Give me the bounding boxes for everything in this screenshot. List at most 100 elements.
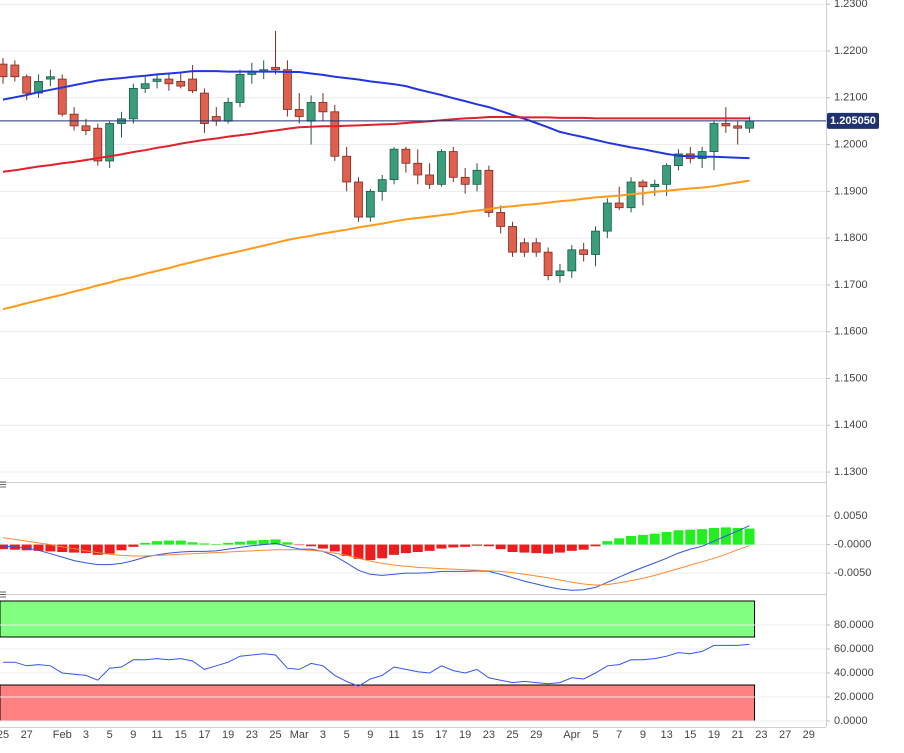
histogram-bar [163,540,174,545]
histogram-bar [329,544,340,552]
x-tick-label: 15 [175,729,187,741]
line-series [3,643,750,687]
x-tick-label: 13 [660,729,672,741]
histogram-bar [389,544,400,555]
x-tick-label: 25 [506,729,518,741]
candle-body [223,102,233,122]
histogram-bar [270,539,281,545]
histogram-bar [637,534,648,545]
histogram-bar [400,544,411,554]
candle-body [188,78,198,92]
histogram-bar [614,538,625,545]
candle-body [448,151,458,178]
candle-body [602,202,612,232]
x-tick-label: 9 [130,729,136,741]
drag-handle[interactable] [0,591,6,598]
candle-body [437,151,446,185]
candle-body [567,249,577,272]
x-tick-label: 7 [616,729,622,741]
candle-body [496,211,506,227]
histogram-bar [649,533,660,545]
histogram-bar [0,544,8,550]
candle-body [591,230,600,255]
histogram-bar [140,542,151,545]
candle-body [330,111,340,157]
x-tick-label: 25 [269,729,281,741]
histogram-bar [543,544,554,554]
oversold-band [0,684,756,722]
x-tick-label: Mar [290,729,309,741]
histogram-bar [744,528,755,545]
histogram-bar [495,544,506,550]
y-tick-label: 80.0000 [834,619,874,631]
candle-body [318,102,328,113]
y-tick-label: 1.1700 [834,279,868,291]
candle-body [235,73,245,103]
histogram-bar [531,544,542,554]
histogram-bar [57,544,68,552]
histogram-bar [235,541,245,545]
histogram-bar [282,542,293,545]
candle-body [413,162,423,176]
histogram-bar [377,544,388,559]
histogram-bar [566,544,577,551]
x-tick-label: 5 [592,729,598,741]
histogram-bar [175,540,186,545]
candle-body [733,125,743,129]
histogram-bar [697,529,708,545]
x-tick-label: 29 [803,729,815,741]
candle-body [401,148,411,164]
candle-body [342,155,352,183]
candle-body [271,66,280,71]
histogram-bar [673,530,684,545]
histogram-bar [294,544,305,546]
candle-body [0,63,8,78]
x-tick-label: 19 [222,729,234,741]
candle-body [164,78,174,85]
histogram-bar [507,544,518,552]
histogram-bar [128,544,139,547]
x-tick-label: 23 [246,729,258,741]
candle-body [365,190,375,218]
histogram-bar [258,540,269,545]
x-tick-label: 25 [0,729,9,741]
candle-body [460,176,470,185]
histogram-bar [472,544,482,546]
candle-body [555,270,565,276]
y-tick-label: 1.2100 [834,92,868,104]
last-price-box [827,112,879,129]
y-tick-label: 1.2300 [834,0,868,10]
candle-body [579,249,589,255]
y-tick-label: 40.0000 [834,667,874,679]
candle-body [650,183,660,188]
candle-body [200,92,209,124]
y-tick-label: 1.1900 [834,185,868,197]
candle-body [745,120,754,129]
y-tick-label: 1.1500 [834,372,868,384]
candle-body [57,78,67,115]
x-tick-label: 15 [412,729,424,741]
y-tick-label: 0.0000 [834,715,868,727]
histogram-bar [211,544,222,545]
candle-body [10,64,20,78]
histogram-bar [187,542,198,545]
histogram-bar [104,544,115,554]
x-tick-label: 17 [198,729,210,741]
y-tick-label: 0.0050 [834,510,868,522]
histogram-bar [661,532,672,545]
y-tick-label: 1.1400 [834,419,868,431]
candle-body [614,202,624,209]
x-tick-label: Apr [563,729,580,741]
candle-body [105,123,115,162]
histogram-bar [80,544,91,554]
candle-body [152,78,162,82]
histogram-bar [317,544,328,549]
last-price-label: 1.205050 [830,115,876,127]
y-tick-label: 1.1600 [834,326,868,338]
histogram-bar [732,528,743,545]
drag-handle[interactable] [0,481,6,488]
histogram-bar [602,541,613,545]
histogram-bar [152,541,163,545]
candle-body [377,179,387,192]
